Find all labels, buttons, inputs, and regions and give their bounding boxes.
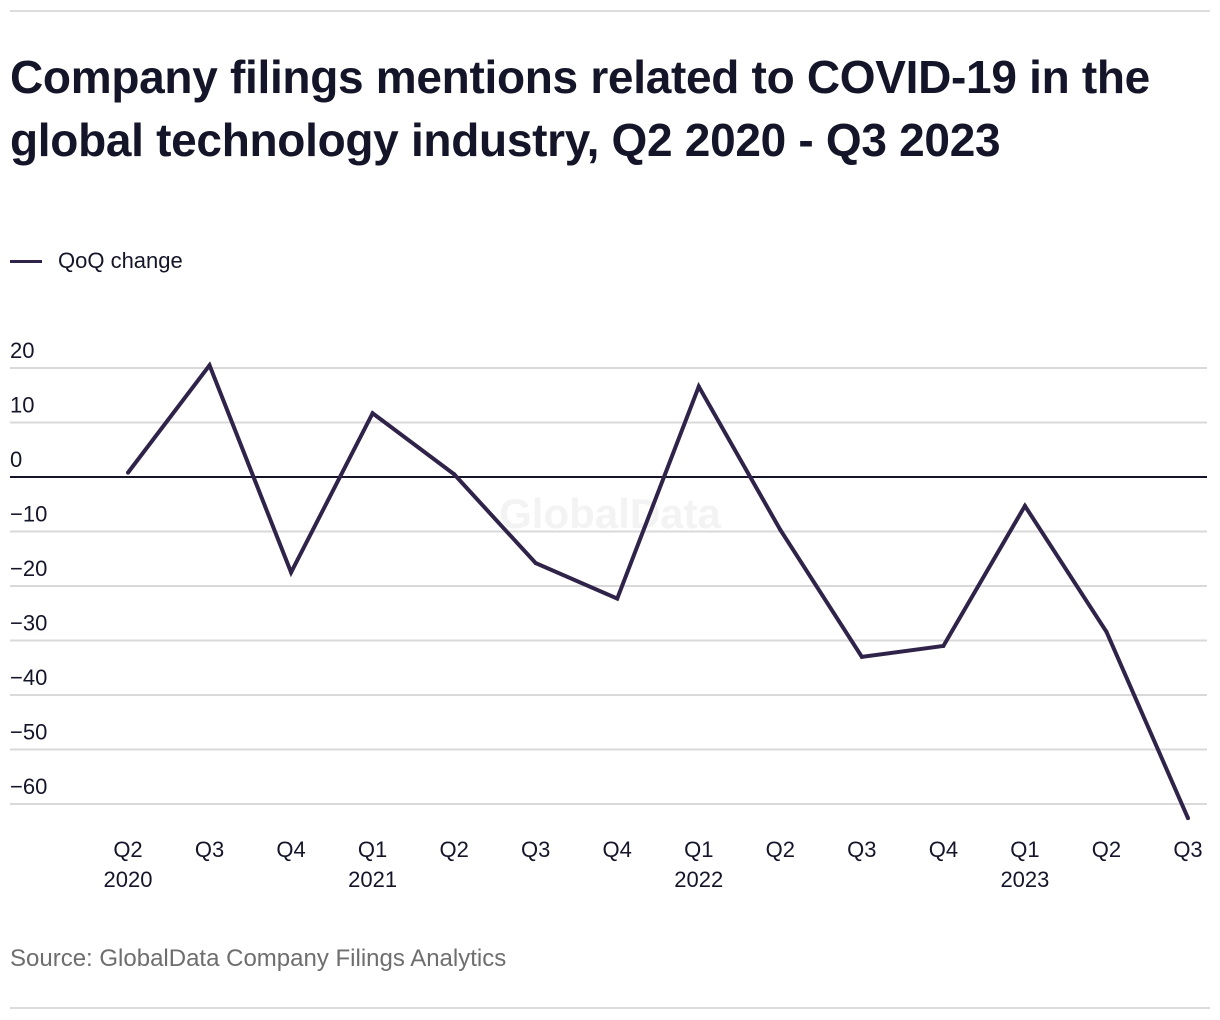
bottom-divider (10, 1007, 1210, 1009)
data-point (370, 411, 375, 416)
x-tick-year-label: 2020 (104, 867, 153, 892)
y-tick-label: −10 (10, 502, 47, 527)
x-tick-label: Q1 (1010, 837, 1039, 862)
y-tick-label: −60 (10, 774, 47, 799)
x-tick-label: Q2 (113, 837, 142, 862)
data-point (289, 570, 294, 575)
data-point (1022, 503, 1027, 508)
x-tick-label: Q3 (847, 837, 876, 862)
data-point (207, 363, 212, 368)
y-tick-label: 10 (10, 393, 34, 418)
data-point (859, 654, 864, 659)
legend: QoQ change (10, 248, 183, 274)
x-tick-year-label: 2022 (674, 867, 723, 892)
data-point (1186, 816, 1190, 821)
series-line (126, 361, 1190, 819)
x-tick-label: Q4 (929, 837, 958, 862)
chart-title: Company filings mentions related to COVI… (10, 51, 1150, 166)
legend-swatch-qoq-change (10, 259, 42, 263)
y-tick-label: −50 (10, 720, 47, 745)
x-tick-label: Q4 (276, 837, 305, 862)
x-axis-ticks: Q2 2020 Q3 Q4 Q1 2021 Q2 Q3 Q4 Q1 2022 Q2 Q3 Q4 Q1 2023… (104, 837, 1203, 892)
legend-label-qoq-change: QoQ change (58, 248, 183, 273)
top-divider (10, 10, 1210, 12)
data-point (533, 561, 538, 566)
gridlines (10, 367, 1207, 805)
source-note: Source: GlobalData Company Filings Analy… (10, 945, 507, 972)
data-point (778, 527, 783, 532)
data-point (696, 384, 701, 389)
y-tick-label: −20 (10, 556, 47, 581)
data-point (452, 472, 457, 477)
x-tick-label: Q3 (521, 837, 550, 862)
x-tick-year-label: 2021 (348, 867, 397, 892)
data-point (941, 643, 946, 648)
series-qoq-change (126, 361, 1190, 821)
y-tick-label: 20 (10, 338, 34, 363)
y-tick-label: −30 (10, 611, 47, 636)
x-tick-label: Q2 (1092, 837, 1121, 862)
x-tick-year-label: 2023 (1000, 867, 1049, 892)
x-tick-label: Q2 (439, 837, 468, 862)
x-tick-label: Q1 (684, 837, 713, 862)
data-point (126, 470, 130, 475)
data-point (1104, 629, 1109, 634)
x-tick-label: Q3 (195, 837, 224, 862)
x-tick-label: Q4 (603, 837, 632, 862)
x-tick-label: Q3 (1173, 837, 1202, 862)
data-point (615, 596, 620, 601)
x-tick-label: Q1 (358, 837, 387, 862)
y-tick-label: −40 (10, 665, 47, 690)
y-tick-label: 0 (10, 447, 22, 472)
watermark: GlobalData (499, 490, 721, 537)
x-tick-label: Q2 (766, 837, 795, 862)
y-axis-ticks: 20 10 0 −10 −20 −30 −40 −50 −60 (10, 338, 47, 799)
